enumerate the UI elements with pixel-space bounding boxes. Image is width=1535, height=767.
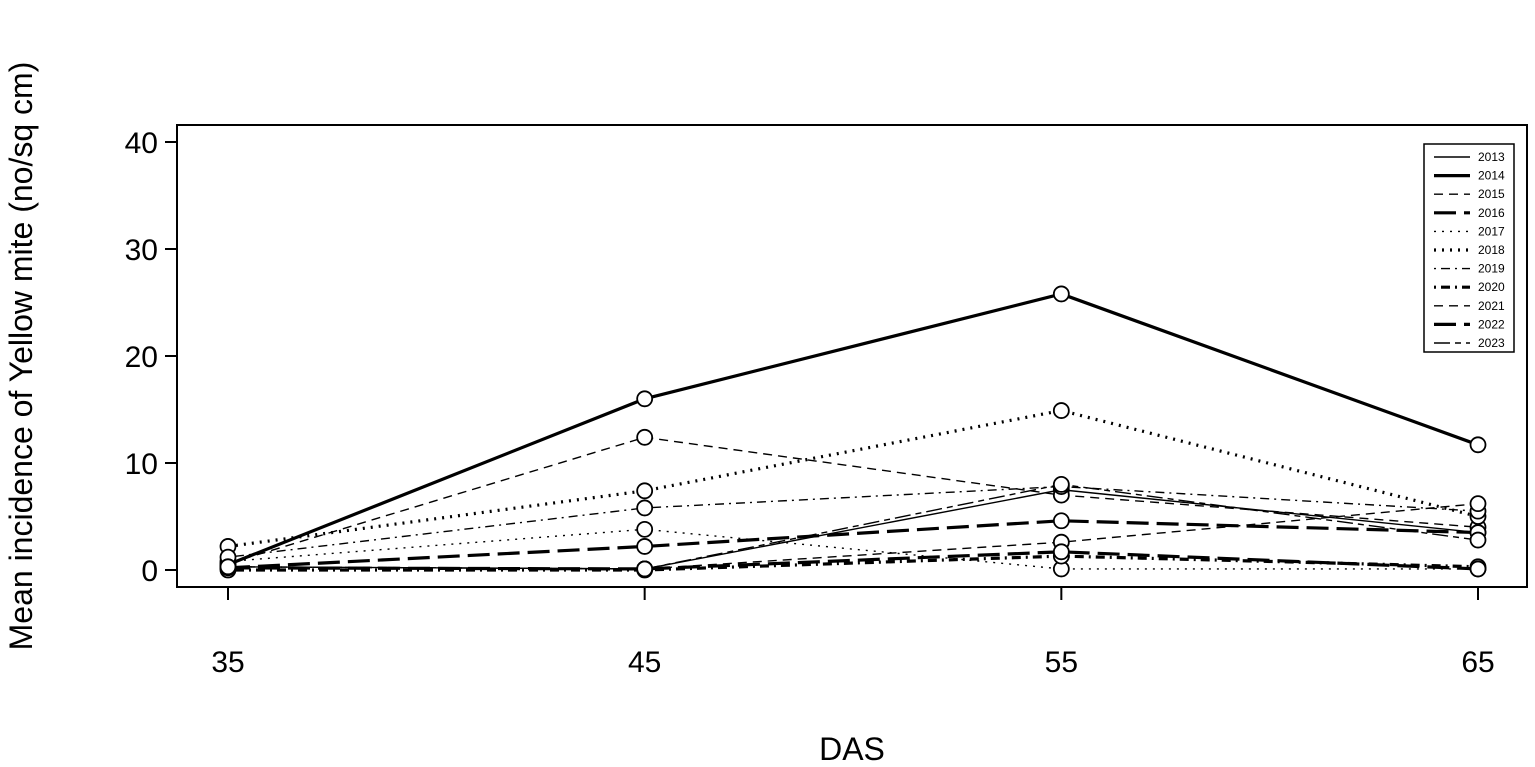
legend-label: 2013 [1478, 150, 1505, 164]
data-point-2014 [636, 390, 654, 408]
legend-label: 2016 [1478, 206, 1505, 220]
series-line-2019 [227, 485, 1479, 558]
y-axis: 0 10 20 30 40 [125, 127, 178, 588]
data-point-2017 [636, 520, 654, 538]
legend-label: 2014 [1478, 169, 1505, 183]
x-axis-title: DAS [819, 731, 885, 767]
y-tick-label: 0 [141, 555, 158, 588]
data-point-2016 [1052, 512, 1070, 530]
x-tick-label: 65 [1461, 646, 1494, 679]
y-tick-label: 10 [125, 448, 158, 481]
data-point-2023 [219, 558, 237, 576]
legend: 2013 2014 2015 2016 2017 2018 2019 2020 2021 2022… [1423, 143, 1515, 353]
data-point-2019 [636, 499, 654, 517]
data-point-2015 [636, 428, 654, 446]
series-line-2015 [227, 436, 1479, 565]
series-line-2017 [227, 528, 1478, 570]
data-point-2021 [1469, 495, 1487, 513]
legend-label: 2023 [1478, 336, 1505, 350]
series-line-2021 [227, 502, 1479, 570]
data-point-2016 [636, 538, 654, 555]
y-tick-label: 20 [125, 341, 158, 374]
y-tick-label: 30 [125, 234, 158, 267]
series-line-2013 [227, 489, 1479, 570]
data-point-2023 [1469, 531, 1487, 549]
x-tick-label: 55 [1045, 646, 1078, 679]
data-point-2018 [1052, 402, 1070, 419]
y-axis-title: Mean incidence of Yellow mite (no/sq cm) [3, 62, 39, 651]
series-line-2014 [227, 292, 1479, 567]
data-point-2022 [1052, 543, 1070, 561]
data-point-2023 [1052, 475, 1070, 493]
data-point-2014 [1469, 436, 1487, 454]
x-tick-label: 45 [628, 646, 661, 679]
series-line-2018 [227, 408, 1479, 549]
series-line-2023 [227, 483, 1479, 570]
legend-label: 2015 [1478, 187, 1505, 201]
series-layer [227, 292, 1479, 572]
data-point-2023 [636, 560, 654, 578]
series-line-2022 [227, 550, 1479, 571]
points-layer [219, 285, 1487, 579]
x-tick-label: 35 [211, 646, 244, 679]
series-line-2020 [228, 554, 1479, 572]
x-axis: 35 45 55 65 [211, 586, 1495, 679]
legend-label: 2022 [1478, 317, 1505, 331]
legend-label: 2019 [1478, 262, 1505, 276]
legend-label: 2018 [1478, 243, 1505, 257]
data-point-2018 [636, 482, 654, 500]
legend-label: 2021 [1478, 299, 1505, 313]
y-tick-label: 40 [125, 127, 158, 160]
legend-label: 2017 [1478, 224, 1505, 238]
data-point-2014 [1052, 285, 1070, 303]
data-point-2022 [1469, 560, 1487, 578]
legend-box [1423, 143, 1515, 353]
legend-label: 2020 [1478, 280, 1505, 294]
